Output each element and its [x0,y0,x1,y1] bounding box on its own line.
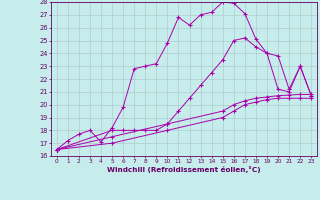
X-axis label: Windchill (Refroidissement éolien,°C): Windchill (Refroidissement éolien,°C) [107,166,261,173]
